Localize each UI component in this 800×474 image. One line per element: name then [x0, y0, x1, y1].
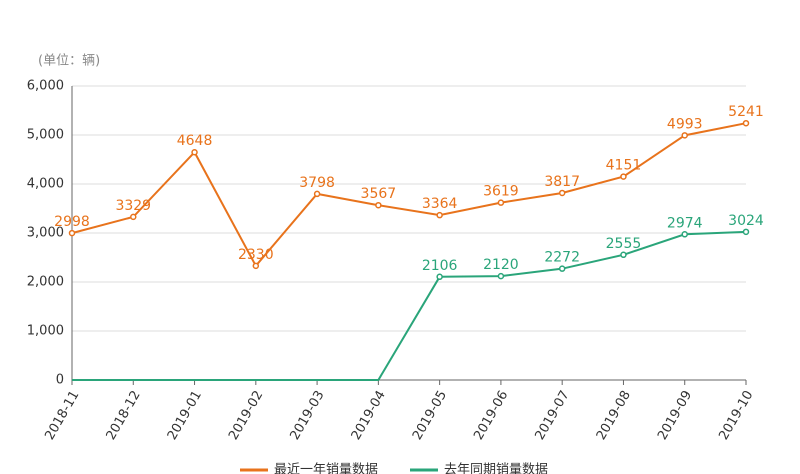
point [558, 189, 566, 197]
data-label: 4151 [606, 158, 642, 174]
point [681, 231, 688, 238]
series-line [72, 230, 747, 381]
x-tick-label: 2019-02 [226, 388, 266, 443]
y-tick-label: 2,000 [27, 275, 64, 290]
y-tick-label: 5,000 [27, 128, 64, 143]
point [620, 173, 627, 180]
data-label: 3364 [422, 196, 458, 212]
data-label: 2974 [667, 215, 703, 231]
data-label: 3329 [115, 198, 151, 214]
point [620, 251, 627, 259]
data-label: 2998 [54, 214, 90, 230]
point [436, 273, 443, 281]
data-label: 3024 [728, 213, 764, 229]
point [497, 199, 505, 206]
data-label: 4993 [667, 116, 703, 132]
x-tick-label: 2019-06 [471, 388, 511, 443]
data-label: 2120 [483, 257, 519, 273]
point [252, 262, 260, 270]
x-tick-label: 2019-10 [716, 388, 756, 443]
series-line [71, 122, 747, 268]
point [313, 190, 321, 198]
data-label: 3798 [299, 175, 335, 191]
point [130, 213, 137, 221]
point [375, 201, 382, 209]
point [681, 132, 688, 139]
point [742, 119, 750, 127]
data-label: 3619 [483, 184, 519, 200]
point [436, 211, 443, 219]
x-tick-label: 2019-08 [594, 388, 634, 443]
x-tick-label: 2019-04 [349, 388, 389, 443]
data-label: 2555 [606, 236, 642, 252]
point [497, 272, 505, 280]
x-tick-label: 2019-01 [165, 388, 205, 443]
y-tick-label: 4,000 [27, 177, 64, 192]
x-tick-label: 2019-05 [410, 388, 450, 443]
data-label: 3817 [544, 174, 580, 190]
x-tick-label: 2019-03 [287, 388, 327, 443]
point [68, 229, 76, 237]
legend-label: 最近一年销量数据 [274, 463, 378, 474]
legend-label: 去年同期销量数据 [444, 463, 548, 474]
data-label: 5241 [728, 104, 764, 120]
y-tick-label: 1,000 [27, 324, 64, 339]
point [742, 228, 750, 236]
y-tick-label: 3,000 [27, 226, 64, 241]
data-label: 2106 [422, 258, 458, 274]
y-tick-label: 6,000 [27, 79, 64, 94]
data-label: 4648 [177, 133, 213, 149]
x-tick-label: 2018-12 [104, 388, 144, 443]
data-label: 3567 [361, 186, 397, 202]
point [191, 148, 198, 156]
x-tick-label: 2018-11 [42, 388, 82, 443]
data-label: 2272 [544, 250, 580, 266]
point [558, 265, 566, 272]
x-tick-label: 2019-09 [655, 388, 695, 443]
y-tick-label: 0 [56, 373, 64, 388]
x-tick-label: 2019-07 [533, 388, 573, 443]
unit-label: (单位：辆) [38, 54, 100, 69]
data-label: 2330 [238, 247, 274, 263]
